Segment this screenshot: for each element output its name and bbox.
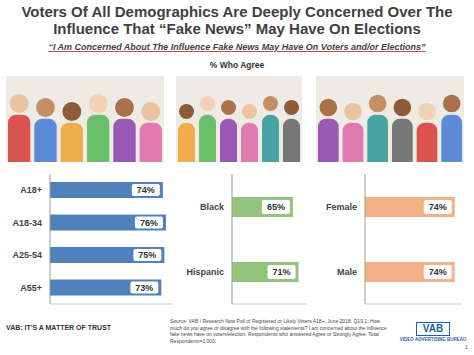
svg-text:Hispanic: Hispanic [186, 267, 224, 277]
html-text:Voters Of All Demographics Are: Voters Of All Demographics Are Deeply Co… [21, 3, 453, 37]
html-text:VAB: VAB [422, 323, 444, 334]
svg-text:74%: 74% [429, 267, 447, 277]
html-text:1: 1 [464, 344, 468, 350]
svg-text:A55+: A55+ [20, 283, 42, 293]
svg-text:76%: 76% [140, 218, 158, 228]
svg-text:A18+: A18+ [20, 185, 42, 195]
svg-text:73%: 73% [135, 283, 153, 293]
svg-text:Black: Black [200, 202, 225, 212]
svg-text:Male: Male [337, 267, 357, 277]
svg-text:65%: 65% [267, 202, 285, 212]
svg-text:71%: 71% [273, 267, 291, 277]
html-text:% Who Agree: % Who Agree [209, 60, 265, 70]
svg-text:74%: 74% [137, 185, 155, 195]
svg-text:74%: 74% [429, 202, 447, 212]
svg-text:75%: 75% [138, 250, 156, 260]
svg-text:Female: Female [326, 202, 357, 212]
html-text:“I Am Concerned About The Infl: “I Am Concerned About The Influence Fake… [48, 42, 426, 52]
html-text:Source: VAB / Research Now Pol: Source: VAB / Research Now Poll of Regis… [170, 318, 387, 344]
html-text:VAB: IT'S A MATTER OF TRUST: VAB: IT'S A MATTER OF TRUST [6, 324, 112, 331]
html-text:VIDEO ADVERTISING BUREAU: VIDEO ADVERTISING BUREAU [399, 337, 467, 342]
svg-text:A18-34: A18-34 [12, 218, 42, 228]
svg-text:A25-54: A25-54 [12, 250, 42, 260]
